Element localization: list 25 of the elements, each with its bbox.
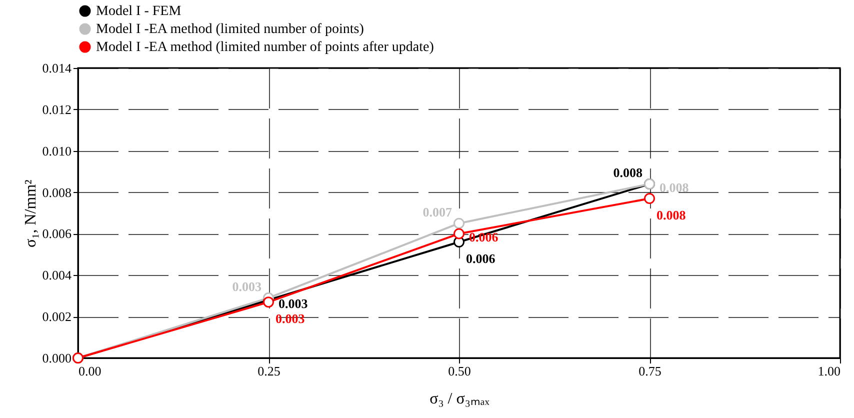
- data-label: 0.008: [660, 180, 690, 195]
- x-axis-title: σ₃ / σ₃ₘₐₓ: [430, 390, 490, 408]
- y-tick-label: 0.004: [42, 268, 72, 283]
- legend-label: Model I - FEM: [96, 4, 182, 19]
- x-tick-label: 1.00: [818, 364, 840, 378]
- y-tick-label: 0.006: [42, 226, 72, 242]
- legend-label: Model I -EA method (limited number of points): [96, 22, 364, 37]
- data-label: 0.008: [613, 165, 643, 180]
- y-tick-label: 0.002: [42, 309, 72, 324]
- y-tick-label: 0.014: [42, 60, 72, 76]
- data-label: 0.003: [232, 278, 262, 294]
- x-tick-label: 0.75: [638, 364, 662, 378]
- data-label: 0.007: [422, 204, 452, 220]
- y-tick-label: 0.008: [42, 184, 72, 200]
- x-tick-label: 0.50: [448, 364, 471, 378]
- y-tick-label: 0.010: [42, 143, 72, 158]
- data-label: 0.003: [278, 296, 308, 311]
- legend-label: Model I -EA method (limited number of points after update): [96, 40, 434, 55]
- data-label: 0.006: [466, 251, 496, 266]
- y-axis-title: σ₁, N/mm²: [22, 179, 40, 248]
- y-tick-label: 0.012: [42, 102, 72, 117]
- x-tick-label: 0.00: [78, 364, 102, 378]
- x-tick-label: 0.25: [258, 364, 280, 378]
- y-tick-label: 0.000: [42, 350, 72, 366]
- data-label: 0.008: [656, 208, 686, 222]
